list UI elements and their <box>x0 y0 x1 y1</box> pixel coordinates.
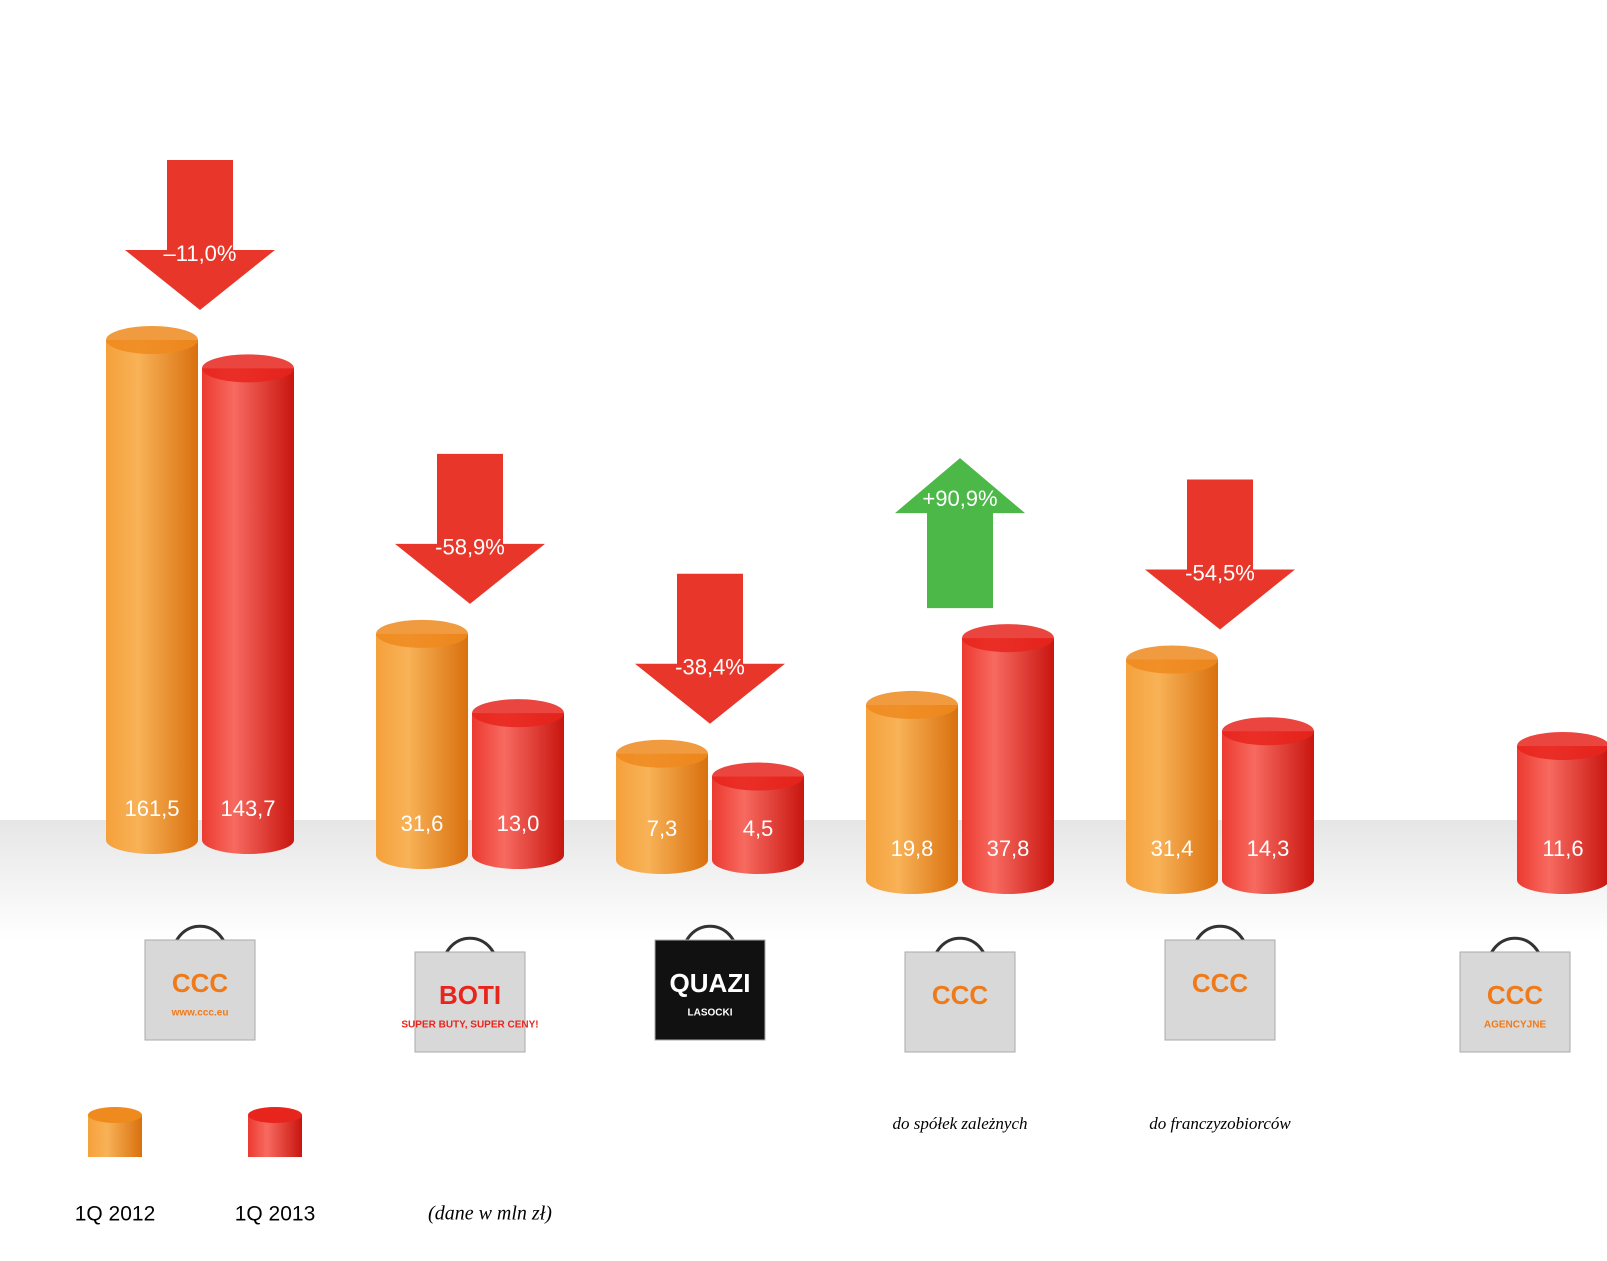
change-label: –11,0% <box>164 241 237 266</box>
bar-bottom <box>376 841 468 869</box>
logo-text: CCC <box>1192 968 1249 998</box>
value-label: 7,3 <box>647 816 678 841</box>
value-label: 31,6 <box>401 811 444 836</box>
bar <box>472 713 564 855</box>
bar-bottom <box>962 866 1054 894</box>
logo-text: SUPER BUTY, SUPER CENY! <box>401 1020 538 1031</box>
bar-bottom <box>712 846 804 874</box>
bar-bottom <box>1222 866 1314 894</box>
bag <box>654 939 766 1041</box>
logo-text: BOTI <box>439 980 501 1010</box>
change-label: -58,9% <box>435 535 505 560</box>
change-label: +90,9% <box>922 486 997 511</box>
bag <box>144 939 256 1041</box>
bar-top <box>472 699 564 728</box>
change-arrow <box>395 453 545 604</box>
bar <box>1517 745 1607 880</box>
legend-label: 1Q 2012 <box>75 1203 156 1226</box>
legend-swatch-top <box>248 1107 302 1123</box>
change-label: -54,5% <box>1185 560 1255 585</box>
bar <box>962 638 1054 880</box>
bag <box>904 951 1016 1053</box>
bar-top <box>616 739 708 768</box>
bar-top <box>866 690 958 719</box>
bar <box>1222 731 1314 880</box>
logo-text: CCC <box>172 968 229 998</box>
logo-text: CCC <box>932 980 989 1010</box>
bag <box>1164 939 1276 1041</box>
bar <box>376 633 468 855</box>
x-tick-label: do franczyzobiorców <box>1149 1114 1291 1133</box>
value-label: 4,5 <box>743 816 774 841</box>
value-label: 13,0 <box>497 811 540 836</box>
bar-top <box>202 354 294 383</box>
bar-bottom <box>866 866 958 894</box>
logo-text: AGENCYJNE <box>1484 1020 1547 1031</box>
logo-text: QUAZI <box>670 968 751 998</box>
bar-top <box>962 624 1054 653</box>
legend-swatch-top <box>88 1107 142 1123</box>
logo-text: LASOCKI <box>688 1008 733 1019</box>
legend-label: 1Q 2013 <box>235 1203 316 1226</box>
unit-note: (dane w mln zł) <box>428 1203 552 1225</box>
bar-top <box>1517 732 1607 760</box>
x-tick-label: do spółek zależnych <box>892 1114 1027 1133</box>
bar-top <box>1222 717 1314 746</box>
bar-top <box>376 619 468 648</box>
change-arrow <box>895 458 1025 609</box>
value-label: 31,4 <box>1151 836 1194 861</box>
value-label: 143,7 <box>220 796 275 821</box>
bar <box>1126 659 1218 880</box>
change-arrow <box>635 573 785 724</box>
change-label: -38,4% <box>675 655 745 680</box>
bag <box>414 951 526 1053</box>
value-label: 37,8 <box>987 836 1030 861</box>
bar-bottom <box>106 826 198 854</box>
bar <box>106 340 198 840</box>
bar-bottom <box>202 826 294 854</box>
bar-bottom <box>472 841 564 869</box>
value-label: 19,8 <box>891 836 934 861</box>
logo-text: CCC <box>1487 980 1544 1010</box>
logo-text: www.ccc.eu <box>171 1008 229 1019</box>
bag <box>1459 951 1571 1053</box>
bar-bottom <box>1517 866 1607 894</box>
change-arrow <box>1145 479 1295 630</box>
bar <box>616 753 708 860</box>
value-label: 11,6 <box>1542 836 1583 861</box>
bar-top <box>106 326 198 354</box>
bar <box>866 704 958 880</box>
change-arrow <box>125 160 275 310</box>
value-label: 161,5 <box>124 796 179 821</box>
bar-top <box>712 762 804 791</box>
bar-bottom <box>616 846 708 874</box>
value-label: 14,3 <box>1247 836 1290 861</box>
bar-bottom <box>1126 866 1218 894</box>
bar-top <box>1126 645 1218 674</box>
bar <box>202 368 294 840</box>
